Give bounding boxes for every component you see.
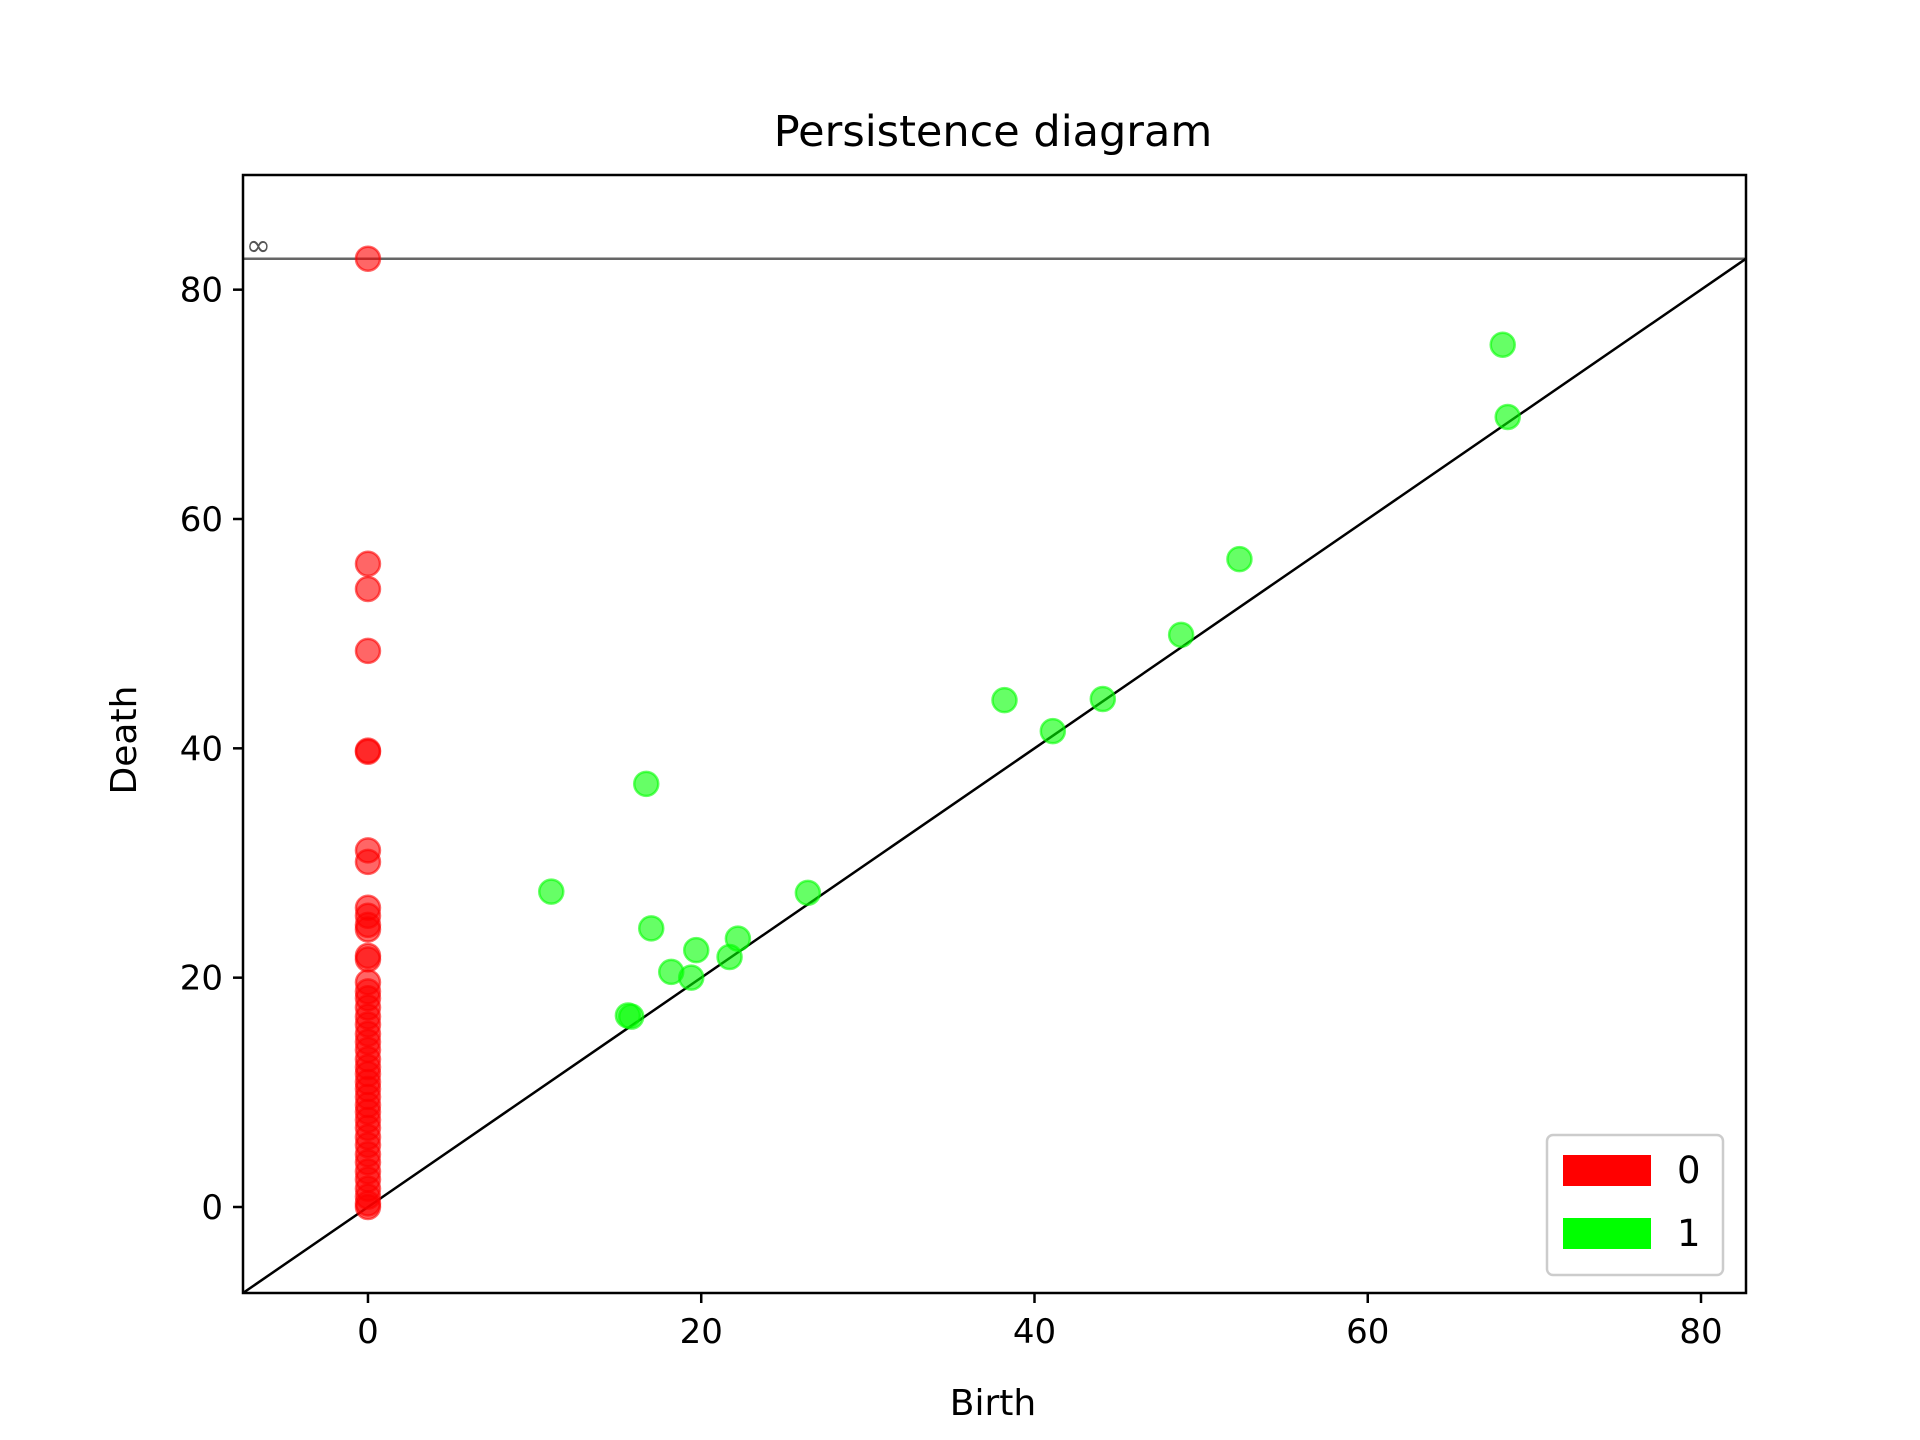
point-series-1-10 <box>794 879 822 907</box>
y-tick-label-20: 20 <box>180 959 223 999</box>
y-tick-label-40: 40 <box>180 729 223 769</box>
point-series-0-11 <box>354 916 382 943</box>
chart-title: Persistence diagram <box>774 107 1212 157</box>
point-series-0-3 <box>354 637 382 665</box>
point-series-1-9 <box>724 925 752 952</box>
infinity-label: ∞ <box>246 229 271 264</box>
point-series-1-17 <box>1494 403 1521 431</box>
x-tick-label-40: 40 <box>1013 1312 1056 1352</box>
diagonal-line <box>243 257 1746 1293</box>
point-series-0-5 <box>354 738 382 766</box>
point-series-1-3 <box>632 770 660 798</box>
y-tick-label-0: 0 <box>201 1188 223 1228</box>
x-tick-label-20: 20 <box>680 1312 723 1352</box>
point-series-1-12 <box>1039 717 1067 745</box>
y-axis: 0 20 40 60 80 <box>180 271 243 1228</box>
y-tick-label-80: 80 <box>180 271 223 311</box>
y-axis-label: Death <box>104 686 145 795</box>
point-series-0-13 <box>354 946 382 973</box>
point-series-0-7 <box>354 848 382 876</box>
point-series-1-7 <box>682 936 710 964</box>
x-tick-label-80: 80 <box>1679 1312 1722 1352</box>
x-tick-label-0: 0 <box>357 1312 379 1352</box>
legend: 0 1 <box>1545 1133 1725 1277</box>
point-series-1-15 <box>1226 545 1253 573</box>
point-series-1-13 <box>1089 685 1117 713</box>
y-tick-label-60: 60 <box>180 500 223 540</box>
x-axis: 0 20 40 60 80 <box>357 1293 1723 1352</box>
x-tick-label-60: 60 <box>1346 1312 1389 1352</box>
point-series-0-42 <box>354 1193 382 1221</box>
legend-label-1: 1 <box>1677 1212 1701 1255</box>
point-series-1-2 <box>617 1003 645 1030</box>
legend-label-0: 0 <box>1677 1149 1701 1192</box>
point-series-1-14 <box>1167 621 1195 649</box>
legend-swatch-0 <box>1563 1155 1651 1186</box>
legend-swatch-1 <box>1563 1218 1651 1249</box>
point-series-1-4 <box>637 915 665 942</box>
point-series-1-11 <box>991 686 1018 714</box>
x-axis-label: Birth <box>950 1383 1036 1424</box>
data-points <box>354 245 1521 1221</box>
plot-frame <box>241 173 1748 1295</box>
point-series-1-6 <box>677 964 705 991</box>
point-series-0-2 <box>354 575 382 603</box>
point-series-1-16 <box>1489 331 1516 358</box>
point-series-0-1 <box>354 550 382 577</box>
point-series-1-0 <box>538 878 565 905</box>
point-series-0-0 <box>354 245 382 272</box>
